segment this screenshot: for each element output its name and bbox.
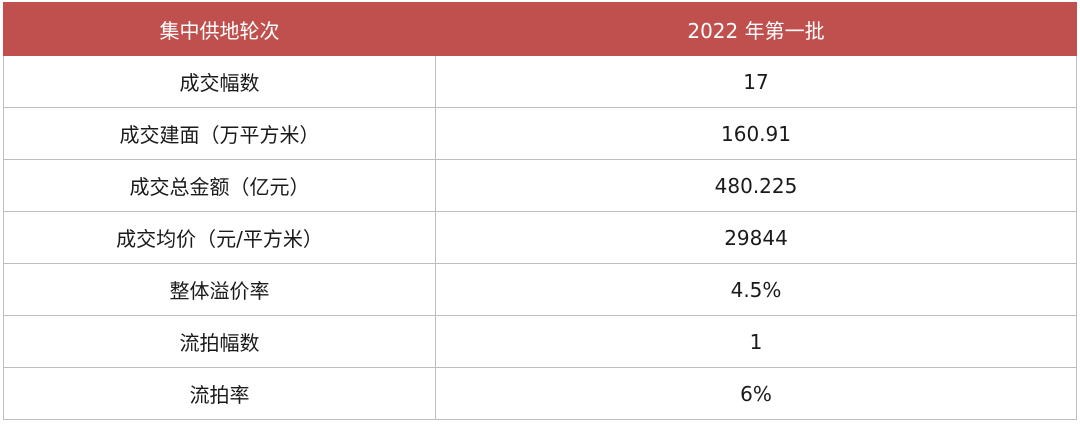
table-row: 成交建面（万平方米） 160.91	[3, 107, 1077, 160]
row-label: 成交幅数	[3, 55, 436, 108]
table-row: 流拍率 6%	[3, 367, 1077, 420]
table-row: 成交均价（元/平方米） 29844	[3, 211, 1077, 264]
row-label: 成交建面（万平方米）	[3, 107, 436, 160]
table-row: 整体溢价率 4.5%	[3, 263, 1077, 316]
table-body: 成交幅数 17 成交建面（万平方米） 160.91 成交总金额（亿元） 480.225 成交…	[3, 55, 1077, 420]
header-row: 集中供地轮次 2022 年第一批	[3, 2, 1077, 56]
row-value: 480.225	[435, 159, 1077, 212]
row-value: 4.5%	[435, 263, 1077, 316]
header-cell: 集中供地轮次	[3, 2, 436, 56]
row-value: 6%	[435, 367, 1077, 420]
table-row: 流拍幅数 1	[3, 315, 1077, 368]
data-table: 集中供地轮次 2022 年第一批 成交幅数 17 成交建面（万平方米） 160.91 成交…	[3, 2, 1077, 420]
row-label: 成交均价（元/平方米）	[3, 211, 436, 264]
row-value: 29844	[435, 211, 1077, 264]
row-label: 整体溢价率	[3, 263, 436, 316]
row-value: 160.91	[435, 107, 1077, 160]
row-label: 成交总金额（亿元）	[3, 159, 436, 212]
table-row: 成交总金额（亿元） 480.225	[3, 159, 1077, 212]
row-value: 1	[435, 315, 1077, 368]
table-row: 成交幅数 17	[3, 55, 1077, 108]
row-value: 17	[435, 55, 1077, 108]
table-container: 集中供地轮次 2022 年第一批 成交幅数 17 成交建面（万平方米） 160.91 成交…	[3, 2, 1077, 420]
row-label: 流拍率	[3, 367, 436, 420]
header-cell: 2022 年第一批	[435, 2, 1077, 56]
row-label: 流拍幅数	[3, 315, 436, 368]
